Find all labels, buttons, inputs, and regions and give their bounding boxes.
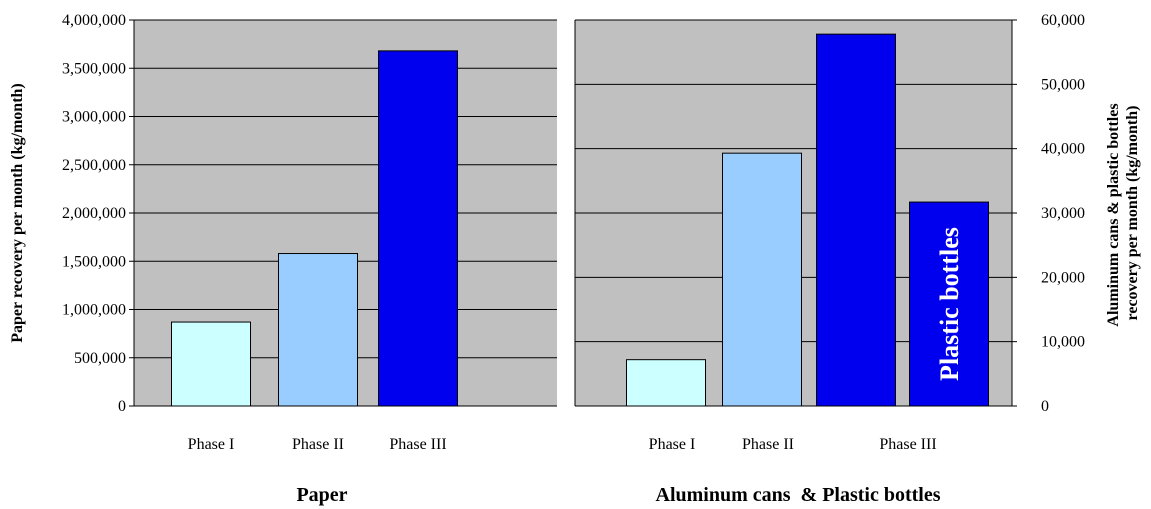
bar bbox=[626, 359, 706, 407]
y-tick-label: 1,500,000 bbox=[62, 253, 126, 270]
bar bbox=[171, 321, 251, 407]
y-tick-label: 3,500,000 bbox=[62, 60, 126, 77]
paper-panel-title: Paper bbox=[296, 484, 347, 506]
y-tick-label: 2,500,000 bbox=[62, 157, 126, 174]
y-tick-label: 60,000 bbox=[1041, 12, 1085, 29]
x-tick-label: Phase II bbox=[292, 436, 344, 453]
y-tick-label: 20,000 bbox=[1041, 269, 1085, 286]
y-tick-label: 40,000 bbox=[1041, 141, 1085, 158]
bar bbox=[816, 33, 896, 407]
x-tick-label: Phase I bbox=[188, 436, 235, 453]
cans-bottles-y-axis-title: Aluminum cans & plastic bottles recovery… bbox=[1105, 99, 1141, 326]
bar bbox=[278, 253, 358, 407]
x-tick-label: Phase II bbox=[742, 436, 794, 453]
y-tick-label: 500,000 bbox=[74, 350, 126, 367]
y-tick-label: 30,000 bbox=[1041, 205, 1085, 222]
cans-bottles-y-tick-labels: 0 10,000 20,000 30,000 40,000 50,000 60,000 bbox=[1041, 12, 1085, 415]
bar bbox=[722, 152, 802, 407]
cans-bottles-panel: Plastic bottles 0 10,000 20,000 30,000 40,00… bbox=[574, 12, 1141, 506]
y-tick-label: 2,000,000 bbox=[62, 205, 126, 222]
y-tick-label: 50,000 bbox=[1041, 76, 1085, 93]
y-tick-label: 10,000 bbox=[1041, 334, 1085, 351]
y-tick-label: 0 bbox=[1041, 398, 1049, 415]
y-tick-label: 0 bbox=[118, 398, 126, 415]
x-tick-label: Phase III bbox=[389, 436, 446, 453]
bar bbox=[378, 50, 458, 407]
y-tick-label: 1,000,000 bbox=[62, 302, 126, 319]
paper-y-axis-title: Paper recovery per month (kg/month) bbox=[9, 83, 26, 343]
y-tick-label: 3,000,000 bbox=[62, 109, 126, 126]
x-tick-label: Phase I bbox=[649, 436, 696, 453]
y-tick-label: 4,000,000 bbox=[62, 12, 126, 29]
paper-x-tick-labels: Phase I Phase II Phase III bbox=[188, 436, 447, 453]
bar-data-label: Plastic bottles bbox=[935, 227, 964, 381]
paper-y-tick-labels: 0 500,000 1,000,000 1,500,000 2,000,000 2,500… bbox=[62, 12, 126, 415]
x-tick-label: Phase III bbox=[879, 436, 936, 453]
paper-panel: 0 500,000 1,000,000 1,500,000 2,000,000 2,500… bbox=[9, 12, 557, 506]
cans-bottles-x-tick-labels: Phase I Phase II Phase III bbox=[649, 436, 937, 453]
cans-bottles-bars: Plastic bottles bbox=[626, 33, 989, 407]
paper-bars bbox=[171, 50, 458, 407]
cans-bottles-panel-title: Aluminum cans & Plastic bottles bbox=[656, 484, 941, 506]
